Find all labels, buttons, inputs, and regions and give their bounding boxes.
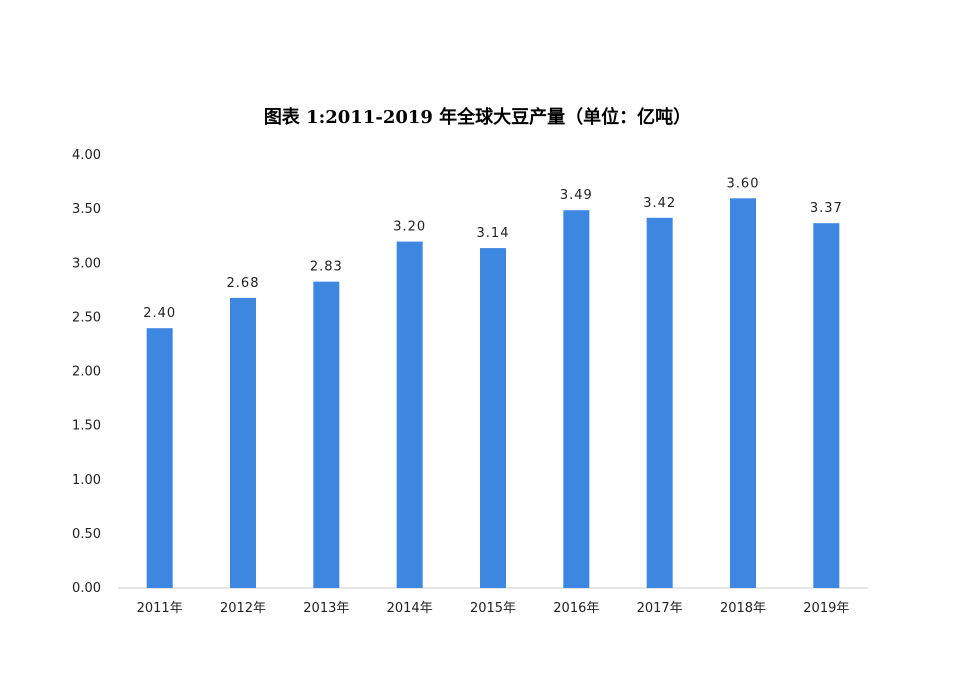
bar-value-label: 3.49 [560,188,593,203]
x-tick-label: 2014年 [387,601,433,616]
x-tick-label: 2016年 [553,601,599,616]
bar-value-label: 2.40 [143,306,176,321]
x-tick-label: 2018年 [720,601,766,616]
y-tick-label: 4.00 [72,148,101,163]
data-labels: 2.40 2.68 2.83 3.20 3.14 3.49 3.42 3.60 3.37 [143,176,843,321]
bar-series [146,198,840,589]
bar-value-label: 3.14 [477,226,510,241]
bar [480,248,506,588]
chart-title: 图表 1:2011-2019 年全球大豆产量（单位：亿吨） [263,107,692,128]
bar-value-label: 2.68 [227,276,260,291]
bar [730,198,756,589]
bar [396,241,423,588]
y-tick-label: 2.50 [72,310,101,325]
bar [313,281,340,588]
y-tick-label: 2.00 [72,365,101,380]
y-axis: 0.00 0.50 1.00 1.50 2.00 2.50 3.00 3.50 4.00 [72,148,101,596]
x-tick-label: 2011年 [137,601,183,616]
y-tick-label: 3.50 [72,202,101,217]
bar [646,217,673,588]
y-tick-label: 1.50 [72,419,101,434]
x-tick-label: 2012年 [220,601,266,616]
bar [563,210,590,588]
x-tick-label: 2013年 [303,601,349,616]
y-tick-label: 0.00 [72,581,101,596]
y-tick-label: 3.00 [72,256,101,271]
bar-value-label: 3.37 [810,201,843,216]
bar-value-label: 2.83 [310,260,343,275]
bar [813,223,840,588]
bar-value-label: 3.20 [393,220,426,235]
x-tick-label: 2019年 [803,601,849,616]
y-tick-label: 1.00 [72,473,101,488]
bar-value-label: 3.60 [727,176,760,191]
y-tick-label: 0.50 [72,527,101,542]
x-axis: 2011年 2012年 2013年 2014年 2015年 2016年 2017年 2018年… [137,601,850,616]
x-tick-label: 2017年 [637,601,683,616]
x-tick-label: 2015年 [470,601,516,616]
bar [146,328,173,588]
bar [230,297,256,588]
bar-value-label: 3.42 [643,196,676,211]
